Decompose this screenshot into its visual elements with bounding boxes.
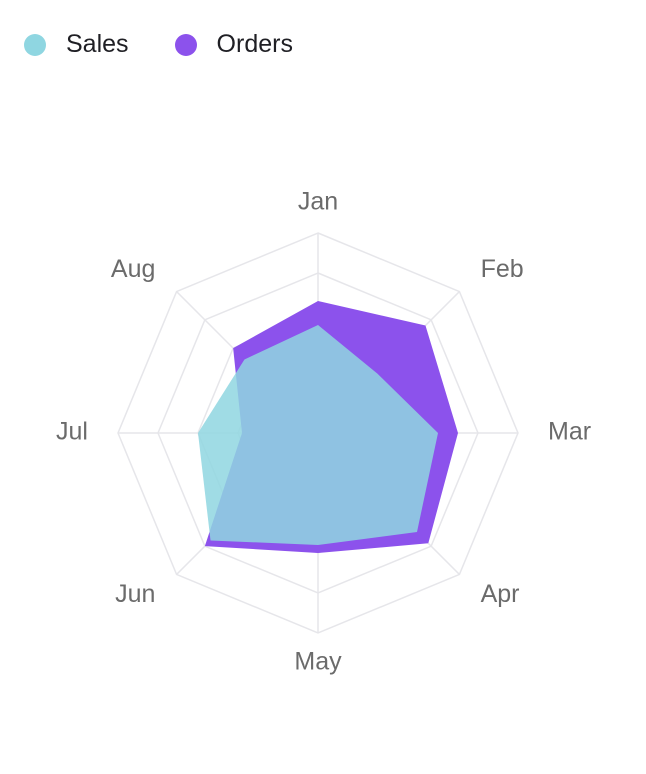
chart-legend: Sales Orders <box>24 30 339 59</box>
axis-label-mar: Mar <box>548 418 591 446</box>
axis-label-jul: Jul <box>56 418 88 446</box>
radar-axis-labels: Jan Feb Mar Apr May Jun Jul Aug <box>56 188 591 676</box>
axis-label-feb: Feb <box>481 255 524 283</box>
legend-item-sales[interactable]: Sales <box>24 30 129 59</box>
axis-label-aug: Aug <box>111 255 155 283</box>
legend-label-orders: Orders <box>216 30 293 58</box>
axis-label-jan: Jan <box>298 188 338 216</box>
legend-item-orders[interactable]: Orders <box>174 30 293 59</box>
axis-label-apr: Apr <box>481 580 520 608</box>
axis-label-jun: Jun <box>115 580 155 608</box>
legend-swatch-sales <box>24 33 46 56</box>
axis-label-may: May <box>294 648 342 676</box>
series-area-sales[interactable] <box>198 325 438 545</box>
legend-swatch-orders <box>174 33 197 56</box>
radar-series <box>198 301 458 553</box>
legend-label-sales: Sales <box>66 30 129 58</box>
